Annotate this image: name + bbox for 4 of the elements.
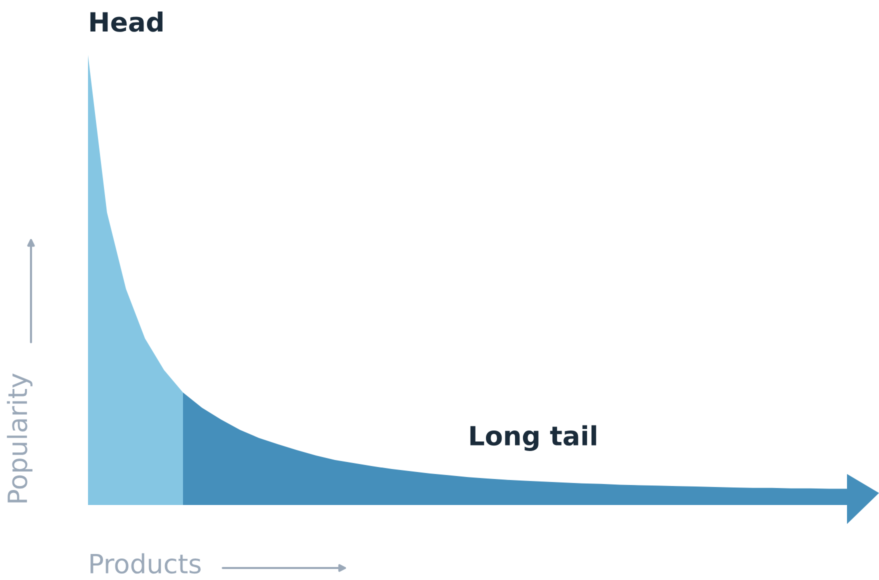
annotation: Long tail — [470, 425, 596, 451]
y-axis-title: Popularity — [6, 374, 32, 502]
x-axis-title: Products — [90, 553, 201, 574]
text: Head — [90, 11, 162, 32]
